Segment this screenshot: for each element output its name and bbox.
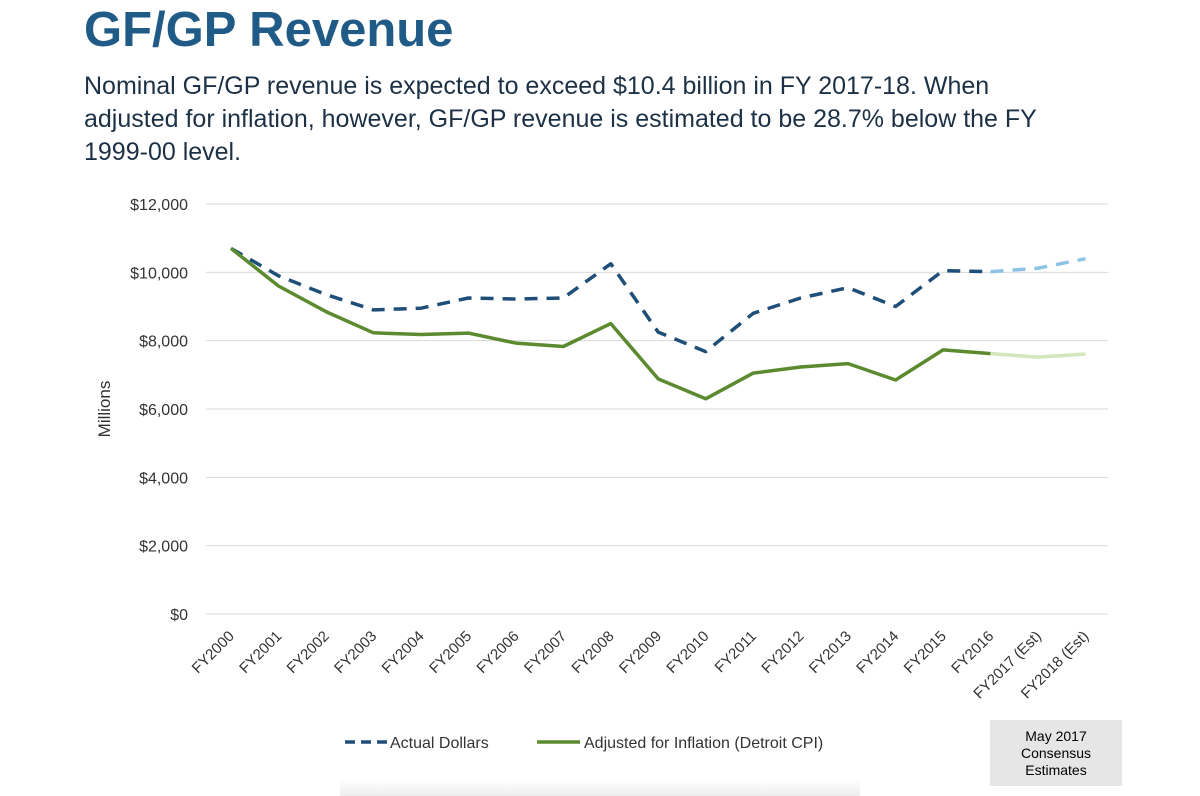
x-tick-label: FY2006 [473,628,522,677]
x-tick-label: FY2001 [236,628,285,677]
estimates-note-box: May 2017 Consensus Estimates [990,720,1122,786]
legend: Actual Dollars Adjusted for Inflation (D… [345,735,823,752]
y-axis-label: Millions [95,381,114,438]
series-line-actual-dollars-estimate [990,256,1086,274]
series-line-adjusted-for-inflation-detroit-cpi-estimate [990,351,1086,359]
x-tick-label: FY2000 [189,628,238,677]
series-lines [229,246,1086,401]
x-tick-label: FY2009 [616,628,665,677]
series-line-adjusted-for-inflation-detroit-cpi [229,247,991,401]
legend-item-actual-dollars: Actual Dollars [345,735,489,752]
page-subtitle: Nominal GF/GP revenue is expected to exc… [84,72,1037,166]
x-tick-label: FY2004 [379,628,428,677]
y-tick-label: $8,000 [139,334,188,351]
y-tick-label: $10,000 [130,265,188,282]
x-tick-label: FY2015 [901,628,950,677]
legend-label-adjusted-inflation: Adjusted for Inflation (Detroit CPI) [584,735,823,752]
x-tick-label: FY2003 [331,628,380,677]
x-tick-label: FY2011 [712,628,760,676]
legend-label-actual-dollars: Actual Dollars [390,735,489,752]
y-tick-label: $12,000 [130,197,188,214]
page-title: GF/GP Revenue [84,3,454,57]
x-tick-label: FY2002 [284,628,333,677]
estimates-note-text: May 2017 Consensus Estimates [1020,727,1092,778]
y-axis-ticks: $0 $2,000 $4,000 $6,000 $8,000 $10,000 $12,000 [130,197,188,624]
x-tick-label: FY2008 [568,628,617,677]
x-tick-label: FY2007 [521,628,570,677]
y-tick-label: $6,000 [139,402,188,419]
x-axis-ticks: FY2000FY2001FY2002FY2003FY2004FY2005FY20… [189,628,1093,703]
y-tick-label: $0 [170,607,188,624]
x-tick-label: FY2010 [663,628,712,677]
x-tick-label: FY2012 [758,628,807,677]
x-tick-label: FY2005 [426,628,475,677]
x-tick-label: FY2014 [853,628,902,677]
legend-item-adjusted-inflation: Adjusted for Inflation (Detroit CPI) [537,735,823,752]
bottom-shadow [340,780,860,796]
y-tick-label: $4,000 [139,470,188,487]
y-tick-label: $2,000 [139,539,188,556]
series-line-actual-dollars [230,246,991,354]
gridlines [206,203,1108,615]
x-tick-label: FY2013 [806,628,855,677]
